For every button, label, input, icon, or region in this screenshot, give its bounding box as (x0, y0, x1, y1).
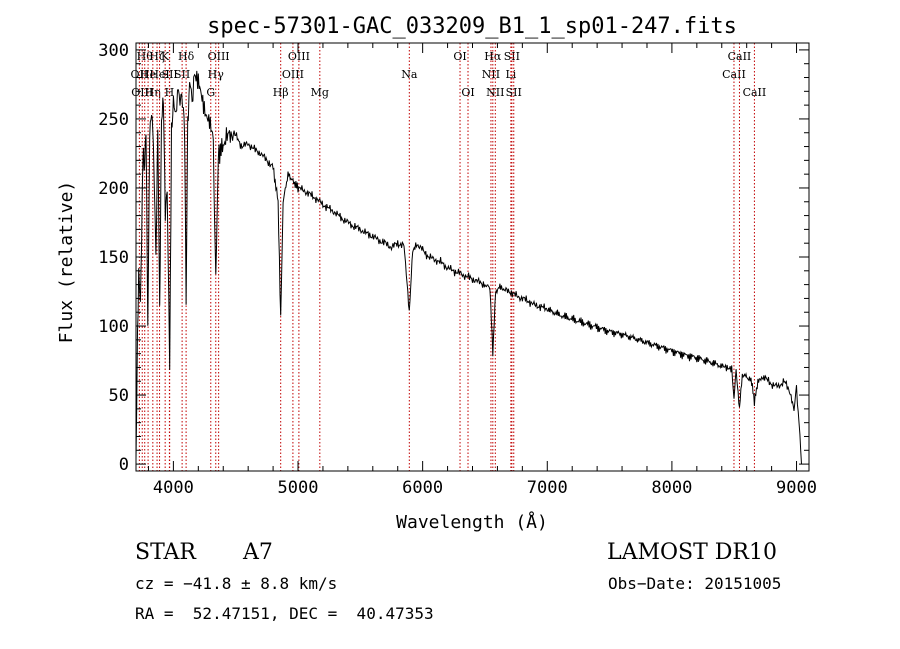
x-tick-label: 8000 (651, 478, 692, 498)
y-axis-label: Flux (relative) (56, 181, 77, 344)
x-tick-label: 7000 (527, 478, 568, 498)
x-tick-label: 9000 (776, 478, 817, 498)
line-marker-label: CaII (728, 50, 752, 63)
subclass-text: A7 (242, 540, 273, 565)
y-tick-label: 200 (98, 179, 129, 199)
line-marker-label: Hδ (178, 50, 195, 63)
line-marker-label: OIII (208, 50, 230, 63)
coords-text: RA = 52.47151, DEC = 40.47353 (135, 604, 434, 623)
spectrum-series (135, 70, 802, 465)
chart-title: spec-57301-GAC_033209_B1_1_sp01-247.fits (207, 14, 737, 39)
line-marker-label: He (140, 68, 156, 81)
spectrum-line (135, 70, 802, 465)
y-tick-label: 50 (109, 386, 129, 406)
object-class-text: STAR (135, 540, 197, 565)
y-tick-label: 250 (98, 110, 129, 130)
y-tick-label: 300 (98, 41, 129, 61)
line-marker-label: OII (131, 68, 149, 81)
line-marker-label: Hθ (137, 50, 154, 63)
x-tick-label: 5000 (278, 478, 319, 498)
line-marker-label: Hα (484, 50, 502, 63)
line-marker-label: Hγ (208, 68, 225, 81)
x-tick-label: 4000 (153, 478, 194, 498)
line-marker-label: SII (506, 86, 522, 99)
line-marker-label: SII (162, 68, 178, 81)
plot-frame (135, 42, 810, 472)
line-marker-label: Hζ (149, 50, 165, 63)
line-markers: OIIOIIIHθHeHηHζHeIKHSIISIIHδGHγOIIIHβOII… (131, 43, 767, 471)
x-axis: 4000 5000 6000 7000 8000 9000 (147, 43, 817, 498)
x-axis-label: Wavelength (Å) (396, 511, 548, 533)
x-tick-label: 6000 (402, 478, 443, 498)
line-marker-label: SII (504, 50, 520, 63)
line-marker-label: OIII (288, 50, 310, 63)
line-marker-label: Li (505, 68, 516, 81)
survey-text: LAMOST DR10 (607, 540, 777, 565)
line-marker-label: SII (174, 68, 190, 81)
y-tick-label: 0 (119, 455, 129, 475)
line-marker-label: K (161, 50, 170, 63)
line-marker-label: Mg (311, 86, 329, 99)
cz-text: cz = −41.8 ± 8.8 km/s (135, 574, 337, 593)
obs-date-text: Obs−Date: 20151005 (608, 574, 781, 593)
line-marker-label: OI (453, 50, 466, 63)
line-marker-label: CaII (743, 86, 767, 99)
y-axis: 0 50 100 150 200 250 300 (98, 41, 809, 475)
line-marker-label: NII (482, 68, 500, 81)
y-tick-label: 100 (98, 317, 129, 337)
line-marker-label: OIII (282, 68, 304, 81)
line-marker-label: Hη (145, 86, 161, 99)
line-marker-label: Hβ (273, 86, 289, 99)
line-marker-label: CaII (722, 68, 746, 81)
line-marker-label: NII (486, 86, 504, 99)
line-marker-label: OI (461, 86, 474, 99)
y-tick-label: 150 (98, 248, 129, 268)
line-marker-label: Na (401, 68, 418, 81)
line-marker-label: G (206, 86, 215, 99)
